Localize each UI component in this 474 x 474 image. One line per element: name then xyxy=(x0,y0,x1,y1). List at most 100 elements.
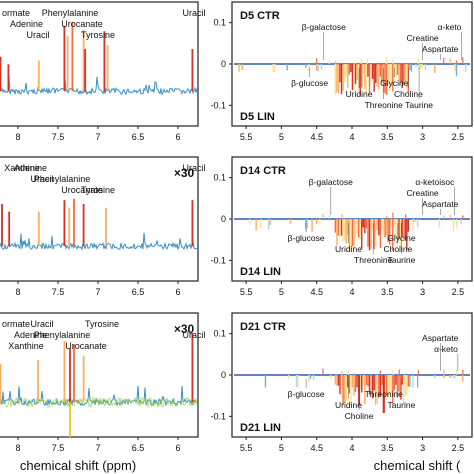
y-tick-label: -0.1 xyxy=(210,100,226,110)
peak-label: Uracil xyxy=(30,174,53,184)
metabolite-label: Uridine xyxy=(346,89,373,99)
peak-label: Adenine xyxy=(14,330,47,340)
x-tick-label: 7.5 xyxy=(52,287,65,297)
group-label-bottom: D14 LIN xyxy=(240,266,281,278)
spectrum-trace xyxy=(0,76,198,96)
scale-factor-label: ×30 xyxy=(174,322,195,336)
metabolite-label: β-glucose xyxy=(288,233,325,243)
x-tick-label: 3 xyxy=(420,287,425,297)
peak-label: Uracil xyxy=(182,8,205,18)
metabolite-label: α-ketoisoc xyxy=(415,177,455,187)
metabolite-label: Uridine xyxy=(335,400,362,410)
peak-label: Uracil xyxy=(30,319,53,329)
x-tick-label: 2.5 xyxy=(452,443,465,453)
metabolite-label: Threonine xyxy=(365,389,404,399)
x-tick-label: 5 xyxy=(279,132,284,142)
scale-factor-label: ×30 xyxy=(174,166,195,180)
x-tick-label: 6 xyxy=(175,287,180,297)
x-tick-label: 3.5 xyxy=(381,132,394,142)
peak-label: Phenylalanine xyxy=(42,8,99,18)
y-tick-label: 0 xyxy=(221,59,226,69)
x-tick-label: 5 xyxy=(279,443,284,453)
metabolite-label: Choline xyxy=(383,244,412,254)
y-tick-label: 0.1 xyxy=(213,173,226,183)
x-tick-label: 4 xyxy=(349,287,354,297)
peak-label: Tyrosine xyxy=(81,185,115,195)
spectrum-trace xyxy=(0,232,198,251)
metabolite-label: Glycine xyxy=(380,78,409,88)
x-tick-label: 3 xyxy=(420,443,425,453)
x-tick-label: 3 xyxy=(420,132,425,142)
peak-label: Phenylalanine xyxy=(34,174,91,184)
x-tick-label: 4.5 xyxy=(310,287,323,297)
group-label-top: D21 CTR xyxy=(240,321,286,333)
metabolite-label: Threonine xyxy=(365,100,404,110)
metabolite-label: Aspartate xyxy=(422,199,459,209)
spectrum-trace xyxy=(0,385,198,407)
x-tick-label: 7 xyxy=(95,443,100,453)
peak-label: Phenylalanine xyxy=(34,330,91,340)
peak-label: Adenine xyxy=(14,163,47,173)
metabolite-label: Uridine xyxy=(335,244,362,254)
peak-label: Adenine xyxy=(10,19,43,29)
y-tick-label: 0.1 xyxy=(213,329,226,339)
x-tick-label: 8 xyxy=(15,443,20,453)
x-tick-label: 2.5 xyxy=(452,132,465,142)
peak-label: ormate xyxy=(2,8,30,18)
x-tick-label: 5.5 xyxy=(240,132,253,142)
metabolite-label: Creatine xyxy=(407,188,439,198)
group-label-bottom: D21 LIN xyxy=(240,422,281,434)
x-tick-label: 3.5 xyxy=(381,443,394,453)
peak-label: Xanthine xyxy=(8,341,44,351)
metabolite-label: β-glucose xyxy=(291,78,328,88)
x-tick-label: 6.5 xyxy=(132,132,145,142)
group-label-bottom: D5 LIN xyxy=(240,111,275,123)
y-tick-label: 0 xyxy=(221,214,226,224)
x-tick-label: 7.5 xyxy=(52,443,65,453)
x-tick-label: 5.5 xyxy=(240,443,253,453)
peak-label: Urocanate xyxy=(61,19,103,29)
x-tick-label: 4.5 xyxy=(310,132,323,142)
x-axis-label: chemical shift (ppm) xyxy=(20,458,136,473)
metabolite-label: Choline xyxy=(394,89,423,99)
x-tick-label: 5.5 xyxy=(240,287,253,297)
metabolite-label: β-galactose xyxy=(309,177,353,187)
spectrum-trace-diff xyxy=(0,396,198,409)
x-tick-label: 7 xyxy=(95,287,100,297)
metabolite-label: α-keto xyxy=(434,344,458,354)
peak-label: Xanthine xyxy=(4,163,40,173)
metabolite-label: α-keto xyxy=(438,22,462,32)
x-tick-label: 6.5 xyxy=(132,287,145,297)
metabolite-label: Creatine xyxy=(407,33,439,43)
x-tick-label: 3.5 xyxy=(381,287,394,297)
y-tick-label: -0.1 xyxy=(210,255,226,265)
metabolite-label: β-galactose xyxy=(302,22,346,32)
x-tick-label: 6 xyxy=(175,132,180,142)
peak-label: Urocanate xyxy=(65,341,107,351)
x-axis-label: chemical shift ( xyxy=(374,458,461,473)
metabolite-label: Choline xyxy=(345,411,374,421)
metabolite-label: Taurine xyxy=(387,255,415,265)
peak-label: Tyrosine xyxy=(85,319,119,329)
group-label-top: D5 CTR xyxy=(240,10,280,22)
x-tick-label: 7 xyxy=(95,132,100,142)
metabolite-label: Aspartate xyxy=(422,333,459,343)
x-tick-label: 4 xyxy=(349,132,354,142)
x-tick-label: 8 xyxy=(15,287,20,297)
y-tick-label: 0 xyxy=(221,370,226,380)
y-tick-label: 0.1 xyxy=(213,18,226,28)
peak-label: Uracil xyxy=(182,330,205,340)
x-tick-label: 6 xyxy=(175,443,180,453)
x-tick-label: 7.5 xyxy=(52,132,65,142)
x-tick-label: 5 xyxy=(279,287,284,297)
y-tick-label: -0.1 xyxy=(210,411,226,421)
x-tick-label: 6.5 xyxy=(132,443,145,453)
metabolite-label: Taurine xyxy=(405,100,433,110)
peak-label: Tyrosine xyxy=(81,30,115,40)
metabolite-label: β-glucose xyxy=(288,389,325,399)
metabolite-label: Aspartate xyxy=(422,44,459,54)
x-tick-label: 2.5 xyxy=(452,287,465,297)
peak-label: Urocanate xyxy=(61,185,103,195)
x-tick-label: 4 xyxy=(349,443,354,453)
